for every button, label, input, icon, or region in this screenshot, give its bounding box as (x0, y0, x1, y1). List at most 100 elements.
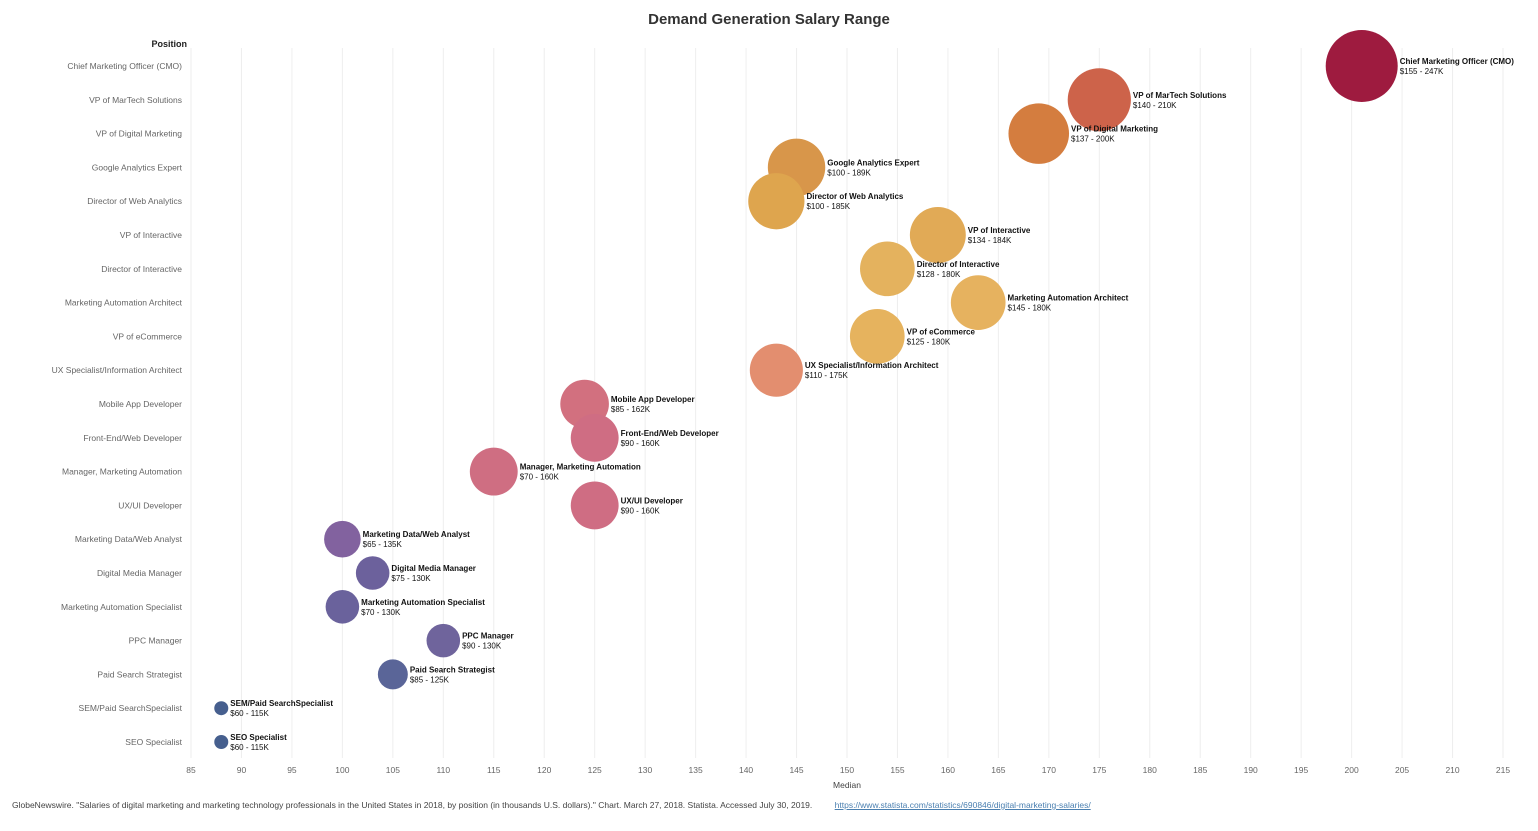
bubble-range-label: $110 - 175K (805, 371, 849, 380)
y-tick-label: Digital Media Manager (97, 568, 182, 578)
bubble-range-label: $70 - 160K (520, 473, 560, 482)
bubble-label: Director of Web Analytics (806, 192, 903, 201)
x-tick-label: 210 (1445, 765, 1459, 775)
x-tick-label: 215 (1496, 765, 1510, 775)
bubble-range-label: $145 - 180K (1008, 304, 1052, 313)
x-axis-label: Median (833, 780, 861, 790)
bubble-range-label: $140 - 210K (1133, 101, 1177, 110)
bubble-range-label: $85 - 162K (611, 405, 651, 414)
bubble-range-label: $75 - 130K (391, 574, 431, 583)
y-tick-label: Mobile App Developer (99, 399, 182, 409)
chart-title: Demand Generation Salary Range (648, 11, 890, 28)
bubble-label: VP of eCommerce (907, 327, 976, 336)
y-tick-label: Front-End/Web Developer (83, 433, 182, 443)
y-tick-label: Chief Marketing Officer (CMO) (67, 61, 182, 71)
bubble-label: Marketing Automation Specialist (361, 598, 485, 607)
y-tick-label: Marketing Automation Specialist (61, 602, 183, 612)
bubble-label: UX/UI Developer (621, 496, 683, 505)
x-tick-label: 190 (1244, 765, 1258, 775)
y-tick-label: Marketing Data/Web Analyst (75, 534, 183, 544)
bubble-range-label: $125 - 180K (907, 337, 951, 346)
y-tick-label: Marketing Automation Architect (65, 298, 183, 308)
y-tick-label: UX Specialist/Information Architect (52, 365, 183, 375)
bubble (860, 241, 915, 297)
bubble-label: SEM/Paid SearchSpecialist (230, 699, 333, 708)
bubble-label: Marketing Automation Architect (1008, 294, 1129, 303)
x-tick-label: 125 (588, 765, 602, 775)
y-tick-label: Paid Search Strategist (97, 669, 182, 679)
x-tick-label: 145 (789, 765, 803, 775)
bubble-label: Paid Search Strategist (410, 665, 495, 674)
bubble (1325, 30, 1398, 102)
bubble-label: Manager, Marketing Automation (520, 463, 641, 472)
bubble (748, 173, 805, 230)
bubble-label: SEO Specialist (230, 733, 287, 742)
bubble (909, 207, 966, 263)
bubble-range-label: $85 - 125K (410, 675, 450, 684)
bubble-range-label: $60 - 115K (230, 743, 269, 752)
x-tick-label: 155 (890, 765, 904, 775)
bubble (1067, 68, 1131, 132)
y-tick-label: Director of Web Analytics (87, 196, 182, 206)
x-tick-label: 175 (1092, 765, 1106, 775)
y-tick-label: VP of MarTech Solutions (89, 95, 182, 105)
bubble (377, 659, 408, 690)
x-tick-label: 200 (1345, 765, 1359, 775)
bubble-range-label: $65 - 135K (363, 540, 403, 549)
x-tick-label: 150 (840, 765, 854, 775)
y-tick-label: VP of eCommerce (113, 331, 183, 341)
x-tick-label: 160 (941, 765, 955, 775)
x-tick-label: 120 (537, 765, 551, 775)
bubble (214, 701, 229, 716)
x-tick-label: 195 (1294, 765, 1308, 775)
source-citation: GlobeNewswire. "Salaries of digital mark… (12, 800, 813, 810)
bubble-label: Digital Media Manager (391, 564, 475, 573)
bubble-label: Marketing Data/Web Analyst (363, 530, 470, 539)
source-footer: GlobeNewswire. "Salaries of digital mark… (12, 800, 1091, 810)
y-axis-label: Position (152, 39, 188, 49)
bubble-label: VP of Interactive (968, 226, 1031, 235)
bubble (355, 556, 390, 590)
bubble-range-label: $90 - 130K (462, 642, 502, 651)
bubble (426, 623, 461, 658)
x-tick-label: 115 (487, 765, 501, 775)
y-tick-label: SEM/Paid SearchSpecialist (79, 703, 183, 713)
y-tick-label: SEO Specialist (125, 737, 182, 747)
bubble-range-label: $70 - 130K (361, 608, 401, 617)
bubble-label: PPC Manager (462, 632, 514, 641)
bubble-range-label: $90 - 160K (621, 439, 661, 448)
bubble-label: Mobile App Developer (611, 395, 695, 404)
bubble-range-label: $60 - 115K (230, 709, 269, 718)
bubble-label: Chief Marketing Officer (CMO) (1400, 57, 1515, 66)
y-tick-label: Manager, Marketing Automation (62, 467, 182, 477)
bubble-range-label: $128 - 180K (917, 270, 961, 279)
x-tick-label: 140 (739, 765, 753, 775)
bubble (469, 447, 518, 496)
bubble (214, 735, 229, 749)
y-tick-label: VP of Digital Marketing (96, 129, 183, 139)
x-tick-label: 95 (287, 765, 297, 775)
x-tick-label: 110 (437, 765, 451, 775)
source-link[interactable]: https://www.statista.com/statistics/6908… (834, 800, 1091, 810)
y-tick-label: Google Analytics Expert (92, 162, 183, 172)
bubble (950, 275, 1006, 330)
bubble-chart: 85 90 95 100 105 110 115 120 125 130 135 140 145 150 1… (52, 30, 1515, 790)
bubble-label: Front-End/Web Developer (621, 429, 719, 438)
bubble (1008, 103, 1070, 164)
x-tick-label: 185 (1193, 765, 1207, 775)
y-tick-label: Director of Interactive (101, 264, 182, 274)
y-tick-label: VP of Interactive (120, 230, 182, 240)
bubble-label: UX Specialist/Information Architect (805, 361, 939, 370)
bubble-label: Director of Interactive (917, 260, 1000, 269)
y-tick-label: UX/UI Developer (118, 500, 182, 510)
bubble (570, 413, 619, 462)
bubble-range-label: $155 - 247K (1400, 67, 1444, 76)
x-tick-label: 135 (689, 765, 703, 775)
bubble (325, 590, 360, 624)
bubble-range-label: $100 - 185K (806, 202, 850, 211)
x-tick-label: 105 (386, 765, 400, 775)
bubble-label: VP of Digital Marketing (1071, 125, 1158, 134)
x-tick-label: 130 (638, 765, 652, 775)
bubble (749, 343, 803, 397)
bubble-range-label: $100 - 189K (827, 168, 871, 177)
